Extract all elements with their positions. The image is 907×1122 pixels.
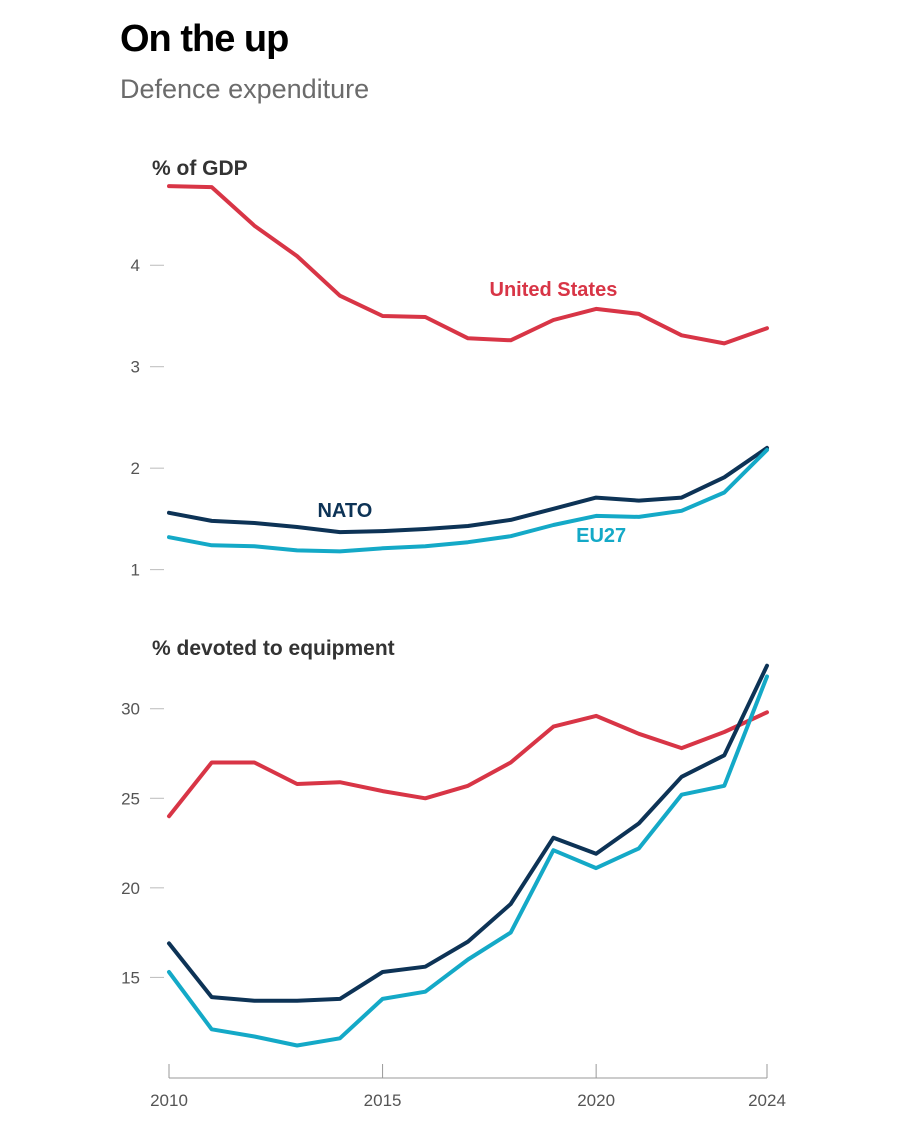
series-line-nato-panel-1: [167, 445, 769, 535]
series-line-united-states-panel-2: [167, 710, 769, 819]
series-label-eu27: EU27: [576, 525, 626, 547]
lines-layer: [167, 184, 769, 1048]
x-tick-label: 2010: [150, 1091, 188, 1110]
series-line-nato-panel-2: [167, 663, 769, 1003]
labels-layer: United States NATO EU27: [317, 279, 626, 547]
axes-layer: 1 2 3 4 15 20 25 30 2010 2015 2020 2024: [121, 256, 786, 1110]
y-tick-label: 3: [131, 358, 140, 377]
chart-title: On the up: [120, 18, 289, 60]
x-tick-label: 2015: [364, 1091, 402, 1110]
series-line-eu27-panel-2: [167, 674, 769, 1048]
y-tick-label: 20: [121, 879, 140, 898]
x-tick-label: 2024: [748, 1091, 786, 1110]
y-tick-label: 2: [131, 459, 140, 478]
chart-subtitle: Defence expenditure: [120, 74, 370, 104]
panel-title-gdp: % of GDP: [152, 157, 248, 180]
series-line-united-states-panel-1: [167, 184, 769, 346]
x-tick-label: 2020: [577, 1091, 615, 1110]
series-label-united-states: United States: [490, 279, 618, 301]
panel-title-equipment: % devoted to equipment: [152, 637, 395, 660]
series-label-nato: NATO: [317, 500, 372, 522]
y-tick-label: 15: [121, 968, 140, 987]
y-tick-label: 4: [131, 256, 140, 275]
y-tick-label: 25: [121, 789, 140, 808]
y-tick-label: 1: [131, 561, 140, 580]
series-line-eu27-panel-1: [167, 447, 769, 554]
y-tick-label: 30: [121, 700, 140, 719]
